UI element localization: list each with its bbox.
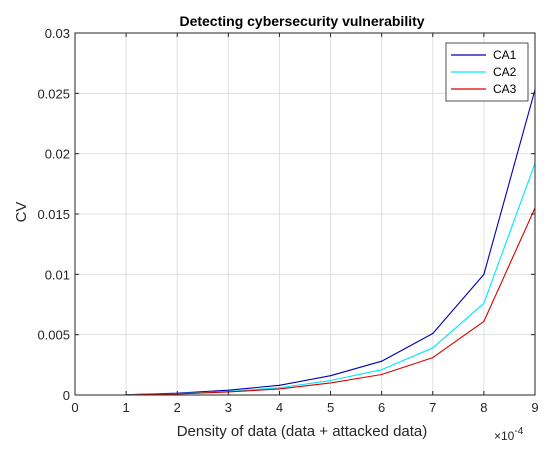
x-tick-label: 1: [122, 400, 129, 415]
data-point: [432, 356, 434, 359]
x-tick-label: 7: [429, 400, 436, 415]
legend-item: CA3: [451, 82, 517, 96]
data-point: [381, 373, 383, 376]
x-tick-label: 0: [71, 400, 78, 415]
legend-label: CA1: [493, 48, 517, 62]
data-point: [278, 388, 281, 390]
data-point: [381, 369, 383, 371]
x-multiplier-base: ×10: [494, 429, 515, 443]
legend-item: CA1: [451, 48, 517, 62]
data-point: [432, 347, 434, 349]
y-tick-label: 0.005: [37, 328, 70, 343]
x-multiplier-exponent: -4: [514, 426, 523, 437]
y-tick-label: 0.01: [45, 267, 70, 282]
y-tick-label: 0.03: [45, 26, 70, 41]
y-tick-labels: 0 0.005 0.01 0.015 0.02 0.025 0.03: [37, 26, 70, 403]
legend-item: CA2: [451, 65, 517, 79]
chart-title: Detecting cybersecurity vulnerability: [179, 13, 424, 29]
data-point: [329, 379, 332, 382]
data-point: [278, 384, 281, 386]
data-point: [483, 320, 485, 322]
x-axis-multiplier: ×10-4: [494, 426, 524, 443]
data-point: [329, 375, 332, 377]
legend-entries: CA1 CA2 CA3: [451, 48, 517, 96]
y-tick-label: 0.02: [45, 147, 70, 162]
x-tick-label: 8: [480, 400, 487, 415]
data-point: [381, 360, 383, 362]
y-axis-title: CV: [13, 202, 30, 223]
ticks: [74, 32, 536, 396]
legend-label: CA3: [493, 82, 517, 96]
x-tick-label: 3: [225, 400, 232, 415]
data-point: [227, 389, 229, 391]
data-point: [432, 332, 434, 335]
x-tick-labels: 0 1 2 3 4 5 6 7 8 9: [71, 400, 538, 415]
data-point: [278, 387, 281, 389]
x-tick-label: 4: [276, 400, 283, 415]
data-point: [483, 302, 485, 304]
y-tick-label: 0.015: [37, 207, 70, 222]
data-point: [329, 382, 332, 384]
series-lines: [125, 89, 536, 396]
x-tick-label: 5: [327, 400, 334, 415]
x-tick-label: 6: [378, 400, 385, 415]
y-tick-label: 0: [63, 388, 70, 403]
x-axis-title: Density of data (data + attacked data): [177, 423, 428, 440]
y-tick-label: 0.025: [37, 86, 70, 101]
legend-label: CA2: [493, 65, 517, 79]
x-tick-label: 2: [174, 400, 181, 415]
legend: CA1 CA2 CA3: [445, 42, 529, 102]
x-tick-label: 9: [531, 400, 538, 415]
data-point: [483, 273, 485, 275]
